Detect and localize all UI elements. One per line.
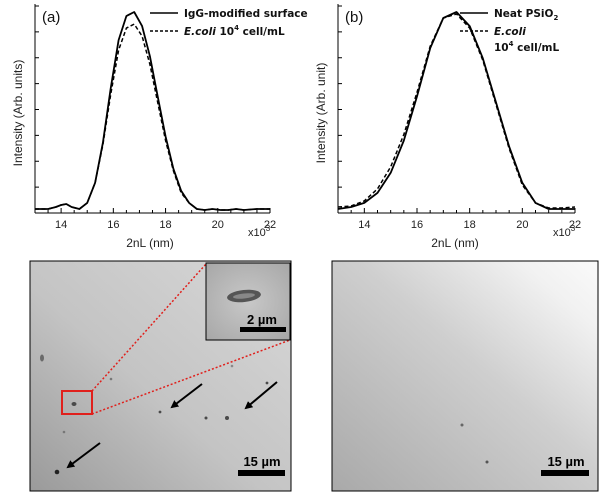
chart-b-axes [337, 4, 575, 214]
chart-a-axes [34, 4, 270, 214]
scale-bar-label-a: 15 µm [243, 454, 280, 469]
x-tick-label: 20 [212, 219, 224, 231]
chart-b-ticks: 14 16 18 20 22 [337, 5, 581, 231]
legend-label-neat: Neat PSiO2 [494, 8, 558, 22]
zoom-line-top [91, 263, 207, 392]
particle [109, 377, 113, 381]
x-tick-label: 20 [516, 219, 528, 231]
chart-a-legend: IgG-modified surface E.coli 104 cell/mL [150, 8, 308, 38]
chart-a-ylabel: Intensity (Arb. units) [11, 60, 25, 167]
x-tick-label: 22 [264, 219, 276, 231]
x-tick-label: 16 [107, 219, 119, 231]
arrow-indicator [170, 383, 203, 409]
chart-b-ylabel: Intensity (Arb. unit) [314, 63, 328, 164]
chart-a: (a) 14 16 18 20 22 2nL (nm) Intensity (Arb. … [11, 4, 308, 250]
arrow-indicator [66, 442, 101, 469]
x-tick-label: 14 [358, 219, 370, 231]
x-tick-label: 14 [55, 219, 67, 231]
bacterium-core [233, 293, 255, 299]
inset-zoom: 2 µm [205, 262, 291, 341]
x-tick-label: 16 [411, 219, 423, 231]
particle [460, 423, 464, 427]
scale-bar-a [238, 470, 285, 476]
series-line-solid [35, 11, 270, 211]
micrograph-b: 15 µm [331, 260, 599, 492]
chart-b-xlabel: 2nL (nm) [431, 236, 479, 250]
particle [204, 416, 208, 420]
particle [158, 410, 162, 414]
particle [71, 402, 77, 406]
chart-b-legend: Neat PSiO2 E.coli 104 cell/mL [460, 8, 559, 54]
micrograph-a-particles [40, 354, 269, 475]
highlight-box [61, 390, 93, 415]
inset-scale-bar [240, 327, 286, 332]
particle [265, 381, 269, 385]
x-tick-label: 18 [159, 219, 171, 231]
chart-b: (b) 14 16 18 20 22 2nL (nm) Intensity (Arb. … [314, 4, 581, 250]
particle [54, 469, 60, 475]
particle [40, 354, 44, 362]
chart-a-xlabel: 2nL (nm) [126, 236, 174, 250]
series-line-dashed [35, 23, 270, 211]
panel-label-b: (b) [345, 9, 363, 26]
micrograph-a: 15 µm 2 µm [29, 260, 292, 492]
chart-b-lines [337, 11, 576, 210]
scale-bar-b [541, 470, 589, 476]
particle [485, 460, 489, 464]
inset-scale-label: 2 µm [247, 312, 277, 327]
micrograph-b-image [331, 260, 599, 492]
chart-a-x-multiplier: x103 [248, 224, 271, 239]
chart-a-lines [35, 11, 270, 211]
zoom-line-bottom [91, 339, 291, 415]
legend-label-ecoli-b-conc: 104 cell/mL [494, 40, 559, 54]
x-tick-label: 18 [464, 219, 476, 231]
particle [62, 430, 66, 434]
series-line-dashed [337, 13, 576, 209]
x-tick-label: 22 [569, 219, 581, 231]
legend-label-ecoli-b: E.coli [494, 26, 526, 38]
legend-label-igg: IgG-modified surface [184, 8, 308, 20]
chart-b-x-multiplier: x103 [553, 224, 576, 239]
arrow-indicator [244, 381, 278, 410]
legend-label-ecoli: E.coli 104 cell/mL [184, 24, 285, 38]
scale-bar-label-b: 15 µm [547, 454, 584, 469]
particle [225, 416, 229, 420]
particle [230, 364, 234, 368]
chart-a-ticks: 14 16 18 20 22 [34, 5, 276, 231]
panel-label-a: (a) [42, 9, 60, 26]
